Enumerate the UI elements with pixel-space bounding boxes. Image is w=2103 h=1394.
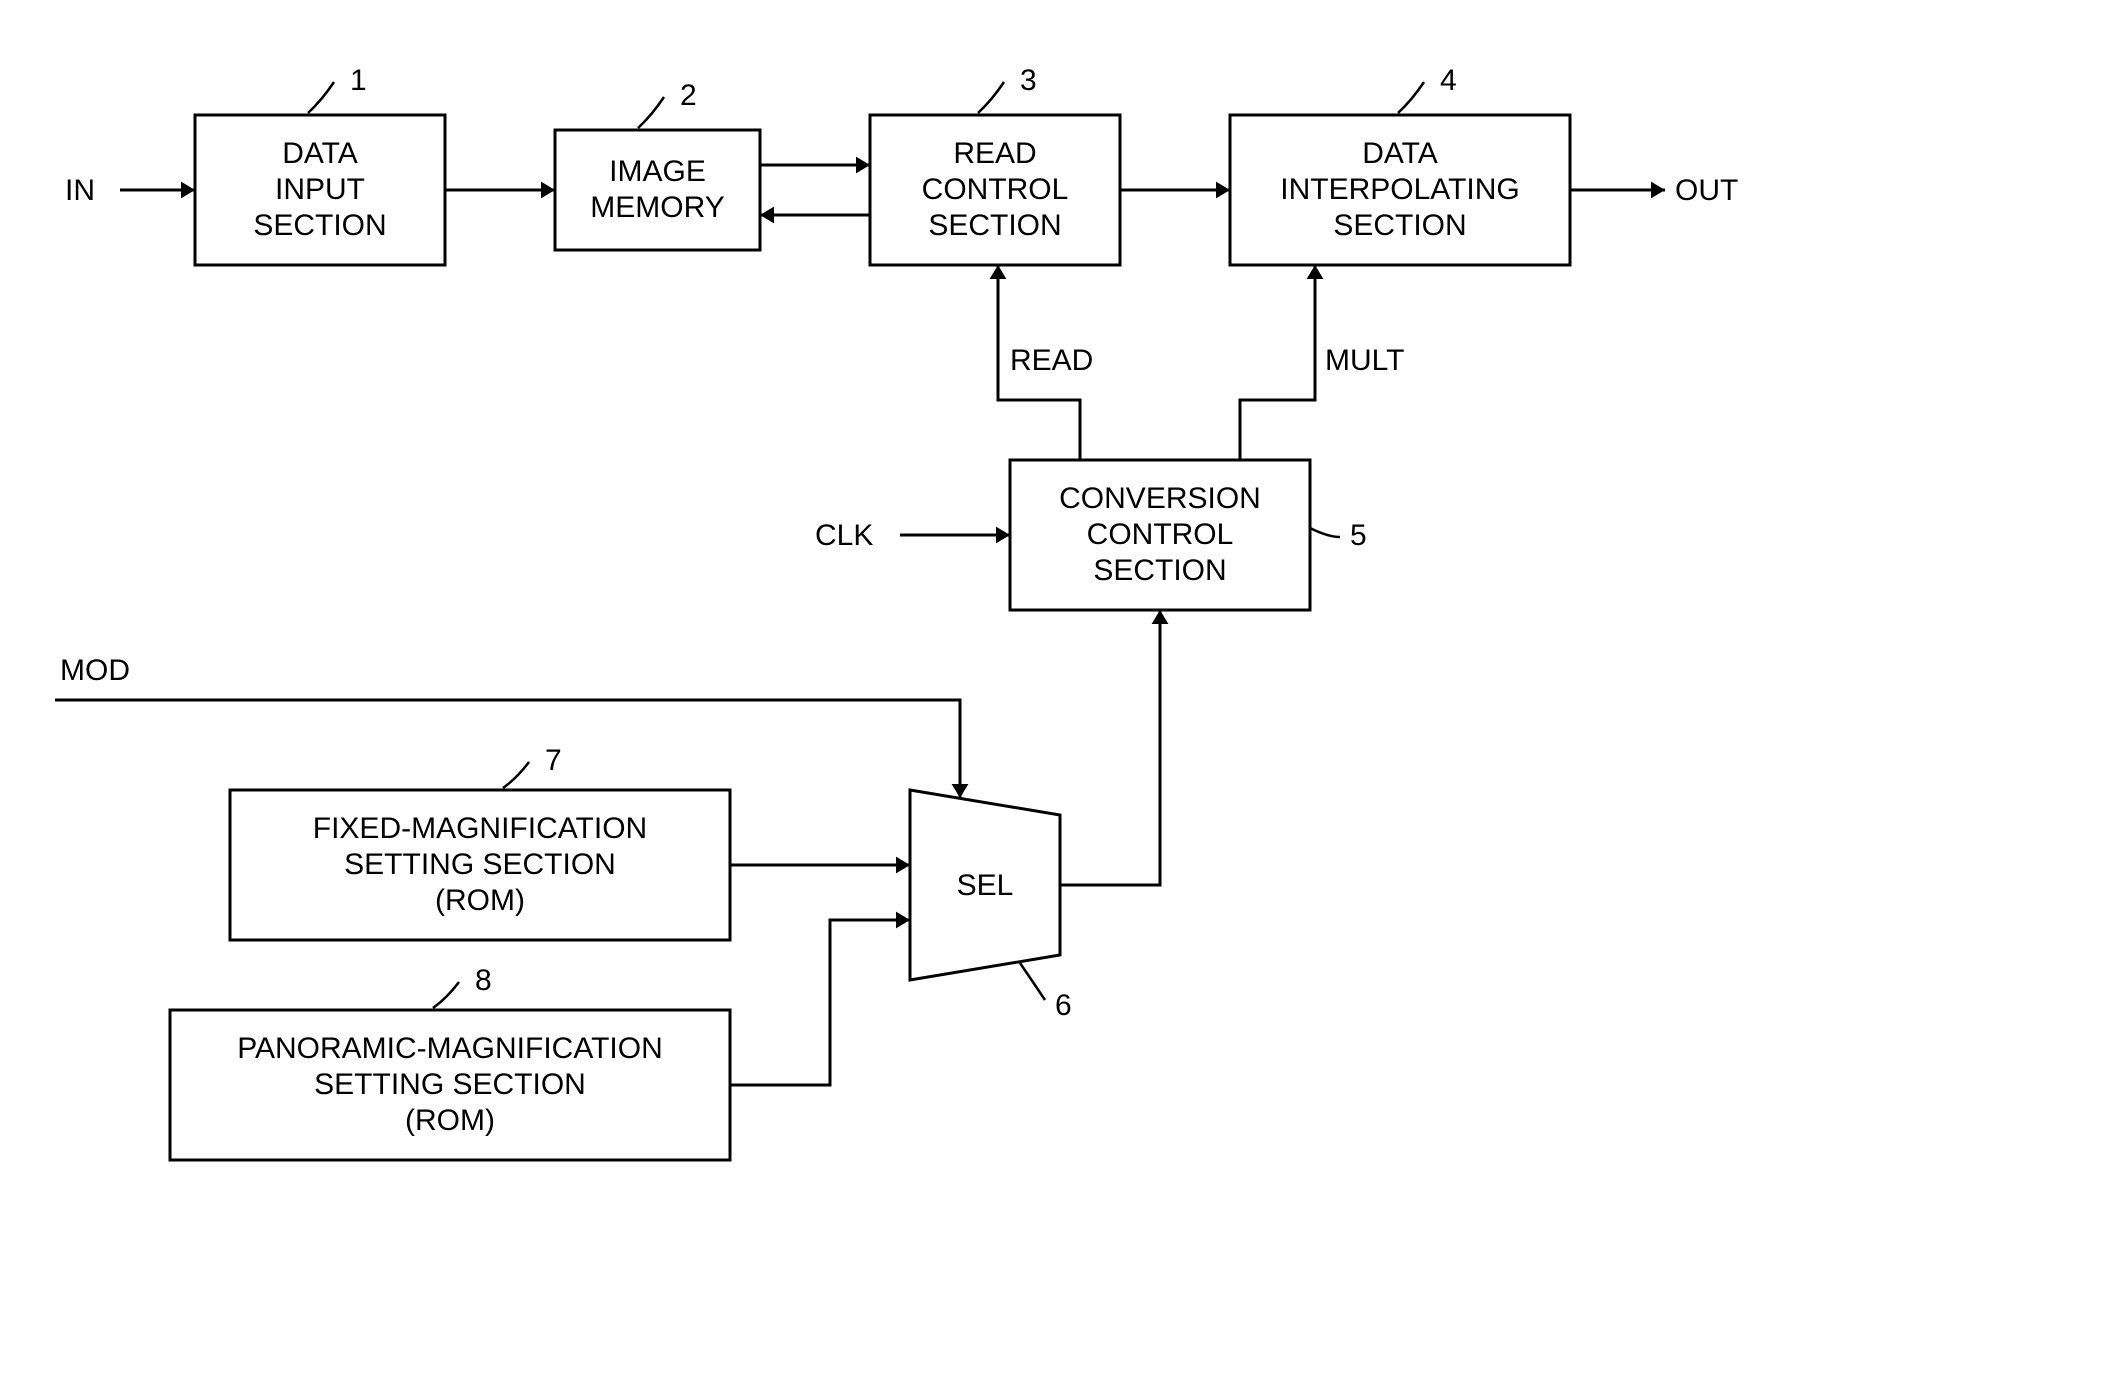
io-label-read: READ [1010,344,1093,377]
ref-number-1: 1 [350,64,367,97]
block-diagram: DATAINPUTSECTIONIMAGEMEMORYREADCONTROLSE… [0,0,2103,1394]
ref-leader-2 [638,97,664,128]
io-label-mult: MULT [1325,344,1404,377]
node-1-line-2: SECTION [253,209,386,242]
node-5-line-0: CONVERSION [1059,482,1261,515]
node-4-line-2: SECTION [1333,209,1466,242]
ref-leader-3 [978,82,1004,113]
ref-leader-8 [433,982,459,1008]
node-3-line-0: READ [953,137,1036,170]
node-5-line-1: CONTROL [1087,518,1234,551]
node-2 [555,130,760,250]
node-4-line-0: DATA [1362,137,1438,170]
node-1-line-1: INPUT [275,173,365,206]
edge-6-5 [1060,610,1160,885]
node-8-line-1: SETTING SECTION [314,1068,586,1101]
ref-number-7: 7 [545,744,562,777]
node-1-line-0: DATA [282,137,358,170]
ref-number-3: 3 [1020,64,1037,97]
node-5-line-2: SECTION [1093,554,1226,587]
ref-number-8: 8 [475,964,492,997]
node-8-line-2: (ROM) [405,1104,495,1137]
mux-label: SEL [957,869,1014,902]
node-3-line-1: CONTROL [922,173,1069,206]
ref-number-6: 6 [1055,989,1072,1022]
node-2-line-0: IMAGE [609,155,706,188]
ref-leader-5 [1310,528,1340,537]
node-8-line-0: PANORAMIC-MAGNIFICATION [237,1032,663,1065]
io-label-out: OUT [1675,174,1738,207]
node-4-line-1: INTERPOLATING [1280,173,1519,206]
ref-number-2: 2 [680,79,697,112]
ref-number-4: 4 [1440,64,1457,97]
io-label-mod: MOD [60,654,130,687]
io-label-in: IN [65,174,95,207]
node-2-line-1: MEMORY [590,191,724,224]
ref-leader-1 [308,82,334,113]
edge-5-4 [1240,265,1315,460]
ref-leader-6 [1020,963,1045,1000]
ref-leader-4 [1398,82,1424,113]
edge-8-6 [730,920,910,1085]
ref-number-5: 5 [1350,519,1367,552]
node-7-line-2: (ROM) [435,884,525,917]
node-7-line-0: FIXED-MAGNIFICATION [313,812,647,845]
node-7-line-1: SETTING SECTION [344,848,616,881]
ref-leader-7 [503,762,529,788]
io-label-clk: CLK [815,519,873,552]
node-3-line-2: SECTION [928,209,1061,242]
